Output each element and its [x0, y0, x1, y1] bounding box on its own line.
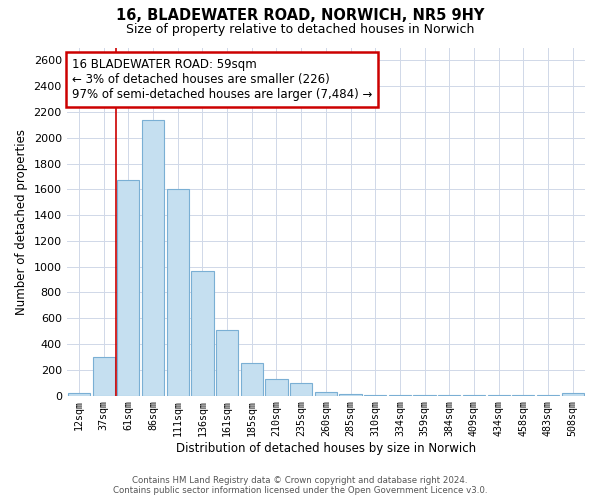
Bar: [562, 394, 584, 396]
Bar: [290, 384, 312, 396]
Bar: [340, 394, 362, 396]
Text: 16 BLADEWATER ROAD: 59sqm
← 3% of detached houses are smaller (226)
97% of semi-: 16 BLADEWATER ROAD: 59sqm ← 3% of detach…: [72, 58, 372, 101]
Bar: [241, 362, 263, 396]
Bar: [191, 270, 214, 396]
Text: 16, BLADEWATER ROAD, NORWICH, NR5 9HY: 16, BLADEWATER ROAD, NORWICH, NR5 9HY: [116, 8, 484, 22]
Bar: [167, 190, 189, 396]
Bar: [92, 357, 115, 396]
Bar: [216, 330, 238, 396]
Bar: [117, 180, 139, 396]
Bar: [364, 395, 386, 396]
Bar: [142, 120, 164, 396]
X-axis label: Distribution of detached houses by size in Norwich: Distribution of detached houses by size …: [176, 442, 476, 455]
Y-axis label: Number of detached properties: Number of detached properties: [15, 128, 28, 314]
Text: Size of property relative to detached houses in Norwich: Size of property relative to detached ho…: [126, 22, 474, 36]
Bar: [68, 394, 90, 396]
Bar: [265, 380, 287, 396]
Bar: [315, 392, 337, 396]
Text: Contains HM Land Registry data © Crown copyright and database right 2024.
Contai: Contains HM Land Registry data © Crown c…: [113, 476, 487, 495]
